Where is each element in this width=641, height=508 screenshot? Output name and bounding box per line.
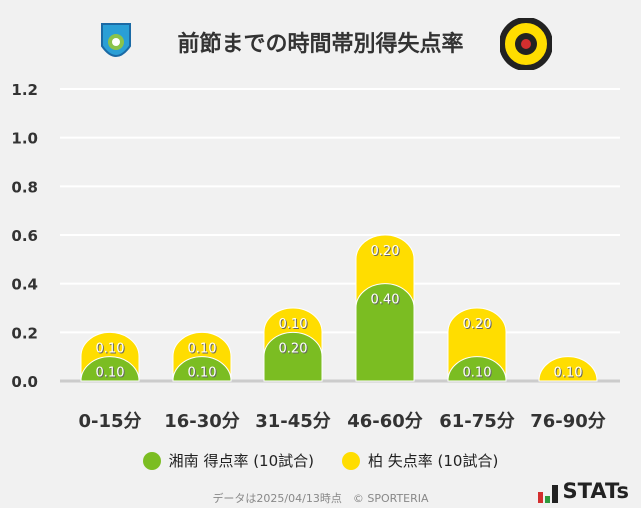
legend-swatch-yellow: [342, 451, 360, 470]
x-tick-label: 76-90分: [530, 411, 606, 432]
data-label: 0.10: [96, 366, 125, 381]
away-team-logo: [500, 18, 552, 70]
x-tick-label: 31-45分: [255, 411, 331, 432]
stats-bars-icon: [537, 485, 558, 503]
data-label: 0.10: [188, 366, 217, 381]
data-label: 0.20: [371, 244, 400, 259]
legend-label: 柏 失点率 (10試合): [368, 452, 499, 470]
y-tick-label: 1.0: [11, 130, 38, 148]
legend-item-kashiwa: 柏 失点率 (10試合): [342, 450, 498, 471]
x-tick-label: 0-15分: [78, 411, 141, 432]
bar-shonan-scored: [447, 356, 507, 382]
legend-item-shonan: 湘南 得点率 (10試合): [142, 450, 314, 471]
chart-title: 前節までの時間帯別得失点率: [177, 32, 464, 57]
legend-swatch-green: [142, 451, 161, 470]
stats-logo: STATs: [537, 479, 629, 503]
y-tick-label: 0.6: [11, 227, 38, 245]
data-label: 0.40: [371, 293, 400, 308]
data-label: 0.10: [463, 366, 492, 381]
bar-shonan-scored: [172, 356, 232, 382]
y-tick-label: 0.8: [11, 178, 38, 196]
bar-shonan-scored: [263, 331, 323, 382]
x-tick-label: 46-60分: [347, 411, 423, 432]
legend: 湘南 得点率 (10試合) 柏 失点率 (10試合): [0, 450, 641, 471]
data-label: 0.10: [188, 341, 217, 356]
bar-shonan-scored: [355, 283, 415, 382]
x-tick-label: 61-75分: [439, 411, 515, 432]
home-team-logo: [101, 23, 131, 57]
y-tick-label: 0.2: [11, 324, 38, 342]
data-label: 0.20: [463, 317, 492, 332]
data-label: 0.10: [279, 317, 308, 332]
y-tick-label: 0.4: [11, 276, 38, 294]
y-tick-label: 0.0: [11, 373, 38, 391]
data-label: 0.20: [279, 341, 308, 356]
bar-shonan-scored: [80, 356, 140, 382]
bar-kashiwa-conceded: [538, 356, 598, 382]
footer-note: データは2025/04/13時点 © SPORTERIA: [212, 492, 429, 505]
x-tick-label: 16-30分: [164, 411, 240, 432]
legend-label: 湘南 得点率 (10試合): [168, 452, 314, 470]
stats-brand: STATs: [562, 479, 629, 503]
bar-chart: 0.0 0.2 0.4 0.6 0.8 1.0 1.2 0.10 0.10 0-15分 0.10 0.…: [11, 81, 620, 432]
data-label: 0.10: [96, 341, 125, 356]
y-tick-label: 1.2: [11, 81, 38, 99]
data-label: 0.10: [554, 366, 583, 381]
